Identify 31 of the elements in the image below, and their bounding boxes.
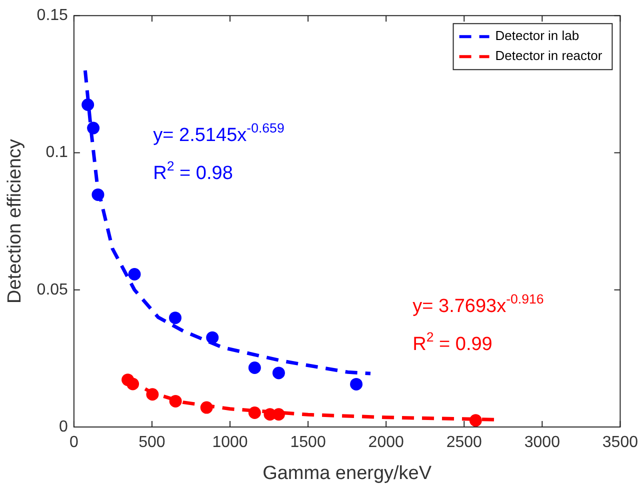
point xyxy=(248,362,261,374)
point xyxy=(350,378,363,390)
line-series xyxy=(83,68,372,376)
y-tick-label: 0.1 xyxy=(46,144,68,162)
x-tick-label: 2500 xyxy=(446,434,482,452)
point xyxy=(206,331,219,344)
y-tick-label: 0 xyxy=(59,418,68,436)
point xyxy=(469,414,482,427)
point xyxy=(82,98,94,111)
point xyxy=(92,188,104,201)
point xyxy=(248,406,261,419)
x-tick-label: 500 xyxy=(138,434,166,452)
point xyxy=(169,394,182,408)
x-tick-label: 3500 xyxy=(602,434,638,452)
y-tick-label: 0.05 xyxy=(36,281,68,298)
point xyxy=(200,401,213,414)
point xyxy=(272,366,285,380)
point xyxy=(128,268,141,280)
legend-label: Detector in reactor xyxy=(495,48,603,64)
x-tick-label: 1500 xyxy=(290,434,326,452)
y-tick-label: 0.15 xyxy=(36,7,68,24)
y-axis-title: Detection efficiency xyxy=(4,138,26,304)
point xyxy=(168,312,182,324)
x-tick-label: 1000 xyxy=(212,434,248,452)
x-tick-label: 2000 xyxy=(368,434,404,452)
point xyxy=(87,122,100,134)
x-axis-title: Gamma energy/keV xyxy=(262,462,432,484)
point xyxy=(146,388,159,401)
x-tick-label: 3000 xyxy=(524,434,560,452)
legend-label: Detector in lab xyxy=(495,28,580,44)
point xyxy=(126,378,140,390)
